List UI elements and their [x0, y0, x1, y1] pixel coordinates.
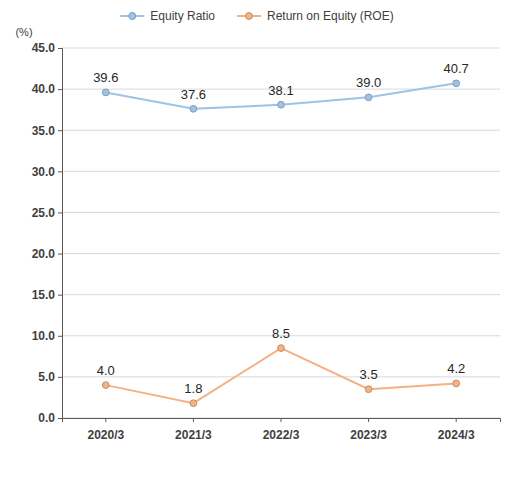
y-tick-mark — [58, 89, 62, 90]
y-tick-mark — [58, 171, 62, 172]
x-tick-mark — [456, 418, 457, 422]
x-tick-label: 2023/3 — [350, 428, 387, 442]
y-tick-label: 30.0 — [32, 165, 56, 179]
y-tick-mark — [58, 377, 62, 378]
y-tick: 30.0 — [32, 165, 62, 179]
marker — [278, 101, 285, 108]
marker — [365, 94, 372, 101]
grid-line — [62, 130, 500, 131]
grid-line — [62, 253, 500, 254]
y-tick: 0.0 — [38, 411, 62, 425]
grid-line — [62, 171, 500, 172]
marker — [190, 400, 197, 407]
data-label: 37.6 — [181, 87, 206, 102]
y-tick-label: 45.0 — [32, 41, 56, 55]
y-tick-mark — [58, 418, 62, 419]
y-tick-label: 35.0 — [32, 124, 56, 138]
data-label: 4.2 — [447, 361, 465, 376]
y-tick-mark — [58, 336, 62, 337]
x-tick: 2024/3 — [438, 418, 475, 442]
x-tick-mark — [193, 418, 194, 422]
marker — [190, 105, 197, 112]
x-tick-label: 2021/3 — [175, 428, 212, 442]
plot-area — [102, 80, 459, 407]
marker — [278, 345, 285, 352]
legend: Equity Ratio Return on Equity (ROE) — [120, 9, 393, 23]
data-label: 40.7 — [444, 61, 469, 76]
y-tick: 5.0 — [38, 370, 62, 384]
y-tick-label: 40.0 — [32, 82, 56, 96]
grid — [62, 48, 500, 418]
y-tick-label: 20.0 — [32, 247, 56, 261]
legend-label: Return on Equity (ROE) — [267, 9, 394, 23]
y-tick: 15.0 — [32, 288, 62, 302]
marker — [453, 80, 460, 87]
grid-line — [62, 294, 500, 295]
x-axis-line — [63, 419, 501, 423]
data-label: 3.5 — [360, 367, 378, 382]
x-tick-label: 2022/3 — [263, 428, 300, 442]
x-tick-mark — [368, 418, 369, 422]
legend-label: Equity Ratio — [150, 9, 215, 23]
data-label: 4.0 — [97, 363, 115, 378]
x-tick-label: 2024/3 — [438, 428, 475, 442]
y-tick-label: 0.0 — [38, 411, 55, 425]
legend-item: Equity Ratio — [120, 9, 215, 23]
y-axis-line — [58, 49, 63, 419]
x-tick-label: 2020/3 — [87, 428, 124, 442]
y-axis: 0.0 5.0 10.0 15.0 20.0 25.0 30.0 35.0 40.0 45.0 — [32, 41, 63, 425]
y-tick: 20.0 — [32, 247, 62, 261]
grid-line — [62, 376, 500, 377]
x-tick: 2020/3 — [87, 418, 124, 442]
y-tick-mark — [58, 212, 62, 213]
series-line — [106, 348, 456, 403]
legend-marker — [129, 13, 136, 20]
data-labels: 39.6 37.6 38.1 39.0 40.7 4.0 1.8 8.5 3.5 4.2 — [93, 61, 469, 396]
legend-marker — [245, 13, 252, 20]
x-tick-mark — [281, 418, 282, 422]
y-tick: 25.0 — [32, 206, 62, 220]
y-tick: 45.0 — [32, 41, 62, 55]
x-tick-mark — [105, 418, 106, 422]
y-tick: 35.0 — [32, 124, 62, 138]
marker — [102, 382, 109, 389]
y-axis-title: (%) — [15, 26, 32, 38]
y-tick-label: 10.0 — [32, 329, 56, 343]
y-tick-mark — [58, 130, 62, 131]
chart: 0.0 5.0 10.0 15.0 20.0 25.0 30.0 35.0 40.0 45.0 20… — [0, 0, 514, 480]
grid-line — [62, 212, 500, 213]
marker — [453, 380, 460, 387]
y-tick-label: 5.0 — [38, 370, 55, 384]
y-tick-label: 15.0 — [32, 288, 56, 302]
data-label: 38.1 — [268, 83, 293, 98]
grid-line — [62, 48, 500, 49]
x-tick: 2021/3 — [175, 418, 212, 442]
y-tick-mark — [58, 254, 62, 255]
marker — [365, 386, 372, 393]
series-line — [106, 83, 456, 108]
y-tick-mark — [58, 48, 62, 49]
y-tick-label: 25.0 — [32, 206, 56, 220]
data-label: 39.6 — [93, 70, 118, 85]
data-label: 1.8 — [184, 381, 202, 396]
y-tick: 40.0 — [32, 82, 62, 96]
x-axis: 2020/3 2021/3 2022/3 2023/3 2024/3 — [63, 418, 501, 442]
x-tick: 2022/3 — [263, 418, 300, 442]
marker — [102, 89, 109, 96]
data-label: 39.0 — [356, 75, 381, 90]
y-tick-mark — [58, 295, 62, 296]
legend-item: Return on Equity (ROE) — [237, 9, 394, 23]
data-label: 8.5 — [272, 326, 290, 341]
x-tick: 2023/3 — [350, 418, 387, 442]
y-tick: 10.0 — [32, 329, 62, 343]
